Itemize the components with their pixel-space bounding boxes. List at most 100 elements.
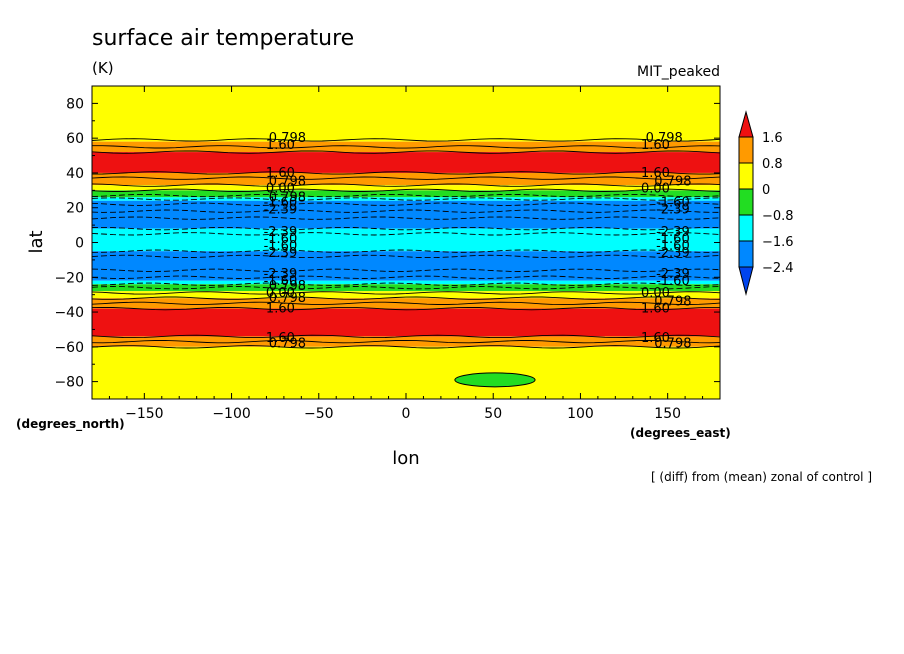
colorbar-segment-5: [738, 240, 754, 268]
contour-line-11: [91, 216, 721, 220]
band-0: [92, 86, 720, 142]
contour-line-14: [91, 249, 721, 253]
colorbar-label-5: −2.4: [762, 261, 794, 276]
x-tick-label-5: 100: [567, 406, 594, 422]
contour-line-25: [91, 339, 721, 344]
contour-label-9: 0.00: [641, 182, 670, 197]
contour-label-5: 1.60: [641, 166, 670, 181]
y-tick-label-1: −60: [54, 340, 84, 356]
contour-line-2: [91, 150, 721, 154]
band-12: [92, 291, 720, 299]
contour-label-8: 0.00: [266, 182, 295, 197]
contour-label-36: 0.798: [269, 336, 306, 351]
colorbar-label-1: 0.8: [762, 157, 783, 172]
contour-line-8: [91, 197, 721, 201]
contour-label-24: -2.39: [656, 267, 690, 282]
contour-label-19: -1.60: [264, 239, 298, 254]
colorbar-label-0: 1.6: [762, 131, 783, 146]
contour-label-35: 1.60: [641, 331, 670, 346]
band-14: [92, 308, 720, 337]
colorbar-segment-4: [738, 214, 754, 242]
contour-label-30: 0.798: [269, 291, 306, 306]
contour-label-31: 0.798: [654, 295, 691, 310]
contour-line-12: [91, 226, 721, 231]
contour-label-7: 0.798: [654, 175, 691, 190]
band-6: [92, 197, 720, 201]
band-10: [92, 280, 720, 285]
contour-line-3: [91, 171, 721, 175]
contour-line-23: [91, 306, 720, 311]
contour-label-34: 1.60: [266, 331, 295, 346]
contour-label-16: -2.39: [656, 225, 690, 240]
colorbar-segment-2: [738, 162, 754, 190]
band-11: [92, 284, 720, 292]
contour-lines: [91, 138, 721, 349]
x-tick-label-3: 0: [402, 406, 411, 422]
y-tick-label-7: 60: [66, 131, 84, 147]
colorbar-bottom-arrow: [738, 266, 754, 296]
blob-region: [454, 372, 536, 388]
x-axis-ticks: −150 −100 −50 0 50 100 150: [108, 86, 704, 422]
units-label: (K): [92, 59, 114, 77]
contour-label-21: -2.39: [264, 246, 298, 261]
y-tick-label-5: 20: [66, 201, 84, 217]
x-units-label: (degrees_east): [630, 426, 731, 441]
contour-line-10: [91, 209, 721, 213]
contour-label-32: 1.60: [266, 302, 295, 317]
y-tick-label-4: 0: [75, 236, 84, 252]
contour-label-10: 0.798: [269, 190, 306, 205]
contour-line-6: [91, 188, 721, 192]
y-axis-ticks: −80 −60 −40 −20 0 20 40 60 80: [54, 85, 720, 400]
contour-label-29: 0.00: [641, 286, 670, 301]
contour-line-19: [91, 286, 721, 290]
x-axis-label: lon: [392, 448, 419, 469]
contour-line-18: [91, 282, 721, 286]
x-tick-label-4: 50: [484, 406, 502, 422]
colorbar-segment-3: [738, 188, 754, 216]
colorbar-label-2: 0: [762, 183, 770, 198]
band-1: [92, 141, 720, 153]
contour-label-2: 1.60: [266, 138, 295, 153]
color-bands: [92, 86, 720, 399]
contour-line-21: [91, 296, 721, 300]
colorbar-top-arrow: [738, 110, 754, 138]
y-axis-label: lat: [26, 230, 47, 253]
contour-label-37: 0.798: [654, 336, 691, 351]
contour-line-13: [91, 232, 721, 236]
band-5: [92, 190, 720, 198]
contour-label-27: 0.798: [269, 279, 306, 294]
colorbar-label-4: −1.6: [762, 235, 794, 250]
contour-label-3: 1.60: [641, 138, 670, 153]
y-tick-label-2: −40: [54, 305, 84, 321]
contour-label-1: 0.798: [646, 131, 683, 146]
contour-label-0: 0.798: [269, 131, 306, 146]
band-7: [92, 200, 720, 229]
band-15: [92, 336, 720, 347]
contour-line-20: [91, 291, 721, 295]
contour-label-33: 1.60: [641, 302, 670, 317]
contour-label-23: -2.39: [264, 267, 298, 282]
contour-label-6: 0.798: [269, 175, 306, 190]
contour-line-16: [91, 268, 721, 272]
band-4: [92, 185, 720, 191]
band-9: [92, 251, 720, 281]
contour-label-28: 0.00: [266, 286, 295, 301]
contour-label-22: -2.39: [656, 246, 690, 261]
contour-line-9: [91, 202, 721, 206]
dataset-label: MIT_peaked: [637, 64, 720, 80]
contour-label-12: -1.60: [656, 196, 690, 211]
band-16: [92, 346, 720, 399]
contour-line-7: [91, 193, 721, 198]
contour-line-0: [91, 138, 721, 142]
contour-line-15: [91, 254, 721, 259]
y-units-label: (degrees_north): [16, 417, 125, 432]
contour-label-4: 1.60: [266, 166, 295, 181]
contour-label-20: -1.60: [656, 239, 690, 254]
band-2: [92, 152, 720, 173]
x-tick-label-1: −100: [212, 406, 250, 422]
colorbar-label-3: −0.8: [762, 209, 794, 224]
contour-label-13: -2.39: [264, 202, 298, 217]
x-tick-label-0: −150: [125, 406, 163, 422]
contour-line-17: [91, 275, 721, 279]
